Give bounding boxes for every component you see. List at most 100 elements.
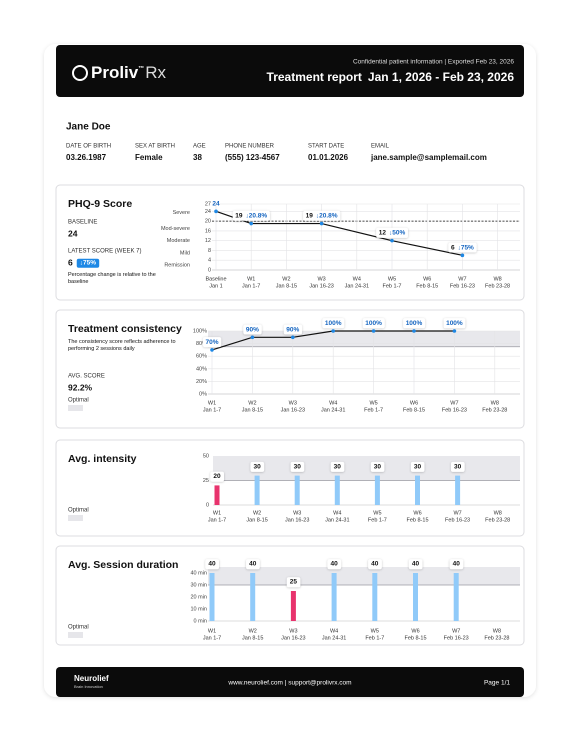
brand: Proliv™Rx	[91, 63, 167, 82]
data-label: 30	[253, 463, 261, 470]
severity-label: Severe	[173, 210, 190, 216]
x-tick-label: W3	[317, 276, 325, 282]
label-box	[449, 559, 464, 570]
x-tick-date: Jan 24-31	[325, 517, 349, 523]
trademark: ™	[138, 65, 144, 72]
x-tick-date: Feb 16-23	[450, 283, 475, 289]
label-box	[232, 210, 270, 221]
data-label: 19 ↓20.8%	[306, 212, 338, 219]
value-label: 19	[306, 212, 314, 219]
data-label: 100%	[325, 320, 342, 327]
optimal-band	[213, 456, 520, 481]
value-label: 90%	[246, 326, 259, 333]
change-label: ↓75%	[458, 244, 474, 251]
x-tick-label: W5	[373, 510, 381, 516]
bar	[455, 475, 461, 505]
x-tick-date: Jan 24-31	[345, 283, 369, 289]
x-tick-label: W7	[453, 510, 461, 516]
data-label: 90%	[246, 326, 259, 333]
value-label: 100%	[446, 320, 463, 327]
value-label: 100%	[406, 320, 423, 327]
y-tick-label: 100%	[193, 328, 207, 334]
x-tick-label: W5	[369, 400, 377, 406]
header-heading: Treatment report Jan 1, 2026 - Feb 23, 20…	[267, 70, 515, 84]
x-tick-label: W6	[411, 628, 419, 634]
data-point	[452, 329, 457, 333]
x-tick-date: Feb 8-15	[416, 283, 438, 289]
label-box	[286, 577, 301, 588]
data-point	[250, 335, 255, 340]
label-box	[303, 210, 341, 221]
y-tick-label: 16	[205, 228, 211, 234]
value-label: 19	[235, 212, 243, 219]
optimal-band	[208, 567, 520, 585]
label-box	[410, 461, 425, 472]
x-tick-date: Feb 16-23	[445, 517, 470, 523]
report-period: Jan 1, 2026 - Feb 23, 2026	[368, 70, 514, 84]
description-text: The consistency score reflects adherence…	[68, 339, 176, 352]
y-tick-label: 10 min	[190, 606, 207, 612]
x-tick-label: W4	[353, 276, 361, 282]
field-value: jane.sample@samplemail.com	[370, 153, 487, 162]
x-tick-label: W2	[249, 628, 257, 634]
x-tick-date: Jan 16-23	[285, 517, 309, 523]
y-tick-label: 30 min	[190, 582, 207, 588]
badge-bg	[76, 258, 100, 268]
value-label: 70%	[205, 339, 218, 346]
label-box	[210, 471, 224, 482]
x-tick-label: W6	[410, 400, 418, 406]
y-tick-label: 25	[203, 478, 209, 484]
patient-name: Jane Doe	[66, 122, 111, 133]
field-label: EMAIL	[371, 144, 390, 150]
bar	[453, 573, 459, 621]
stat-label: BASELINE	[68, 220, 97, 226]
logo-icon	[72, 65, 88, 81]
x-tick-label: W5	[388, 276, 396, 282]
value-label: 24	[212, 200, 220, 207]
y-tick-label: 27	[205, 201, 211, 207]
x-tick-label: W6	[413, 510, 421, 516]
x-tick-date: Jan 1-7	[203, 635, 221, 641]
section-title: PHQ-9 Score	[68, 198, 132, 210]
field-value: Female	[135, 153, 163, 162]
y-tick-label: 60%	[196, 354, 207, 360]
x-tick-date: Jan 16-23	[309, 283, 333, 289]
x-tick-date: Jan 8-15	[246, 517, 267, 523]
data-point	[319, 221, 324, 226]
field-label: DATE OF BIRTH	[66, 144, 111, 150]
x-tick-label: W8	[494, 510, 502, 516]
data-label: 30	[374, 463, 382, 470]
data-label: 40	[208, 561, 216, 568]
field-value: 01.01.2026	[308, 153, 349, 162]
x-tick-date: Feb 23-28	[485, 283, 510, 289]
severity-label: Remission	[164, 263, 190, 269]
x-tick-label: W6	[423, 276, 431, 282]
x-tick-label: W3	[289, 628, 297, 634]
section-title: Avg. intensity	[68, 453, 137, 465]
y-tick-label: 20 min	[190, 594, 207, 600]
x-tick-date: Feb 1-7	[368, 517, 387, 523]
field-value: (555) 123-4567	[225, 153, 280, 162]
data-label: 30	[294, 463, 302, 470]
y-tick-label: 80%	[196, 341, 207, 347]
x-tick-label: W8	[493, 628, 501, 634]
label-box	[330, 461, 345, 472]
data-point	[460, 253, 465, 258]
label-box	[368, 559, 382, 570]
data-label: 25	[290, 579, 298, 586]
label-box	[403, 318, 426, 329]
x-tick-label: W2	[282, 276, 290, 282]
data-point	[249, 221, 253, 226]
bar	[209, 573, 215, 621]
x-tick-date: Feb 8-15	[403, 407, 425, 413]
x-tick-date: Jan 1-7	[242, 283, 260, 289]
footer-brand: Neurolief	[74, 674, 109, 683]
data-label: 70%	[205, 339, 218, 346]
x-tick-date: Jan 24-31	[322, 635, 346, 641]
y-tick-label: 0%	[199, 391, 207, 397]
value-label: 90%	[286, 326, 299, 333]
x-tick-date: Feb 1-7	[365, 635, 384, 641]
legend-swatch	[68, 405, 83, 411]
x-tick-date: Jan 1-7	[203, 407, 221, 413]
y-tick-label: 20	[205, 219, 211, 225]
